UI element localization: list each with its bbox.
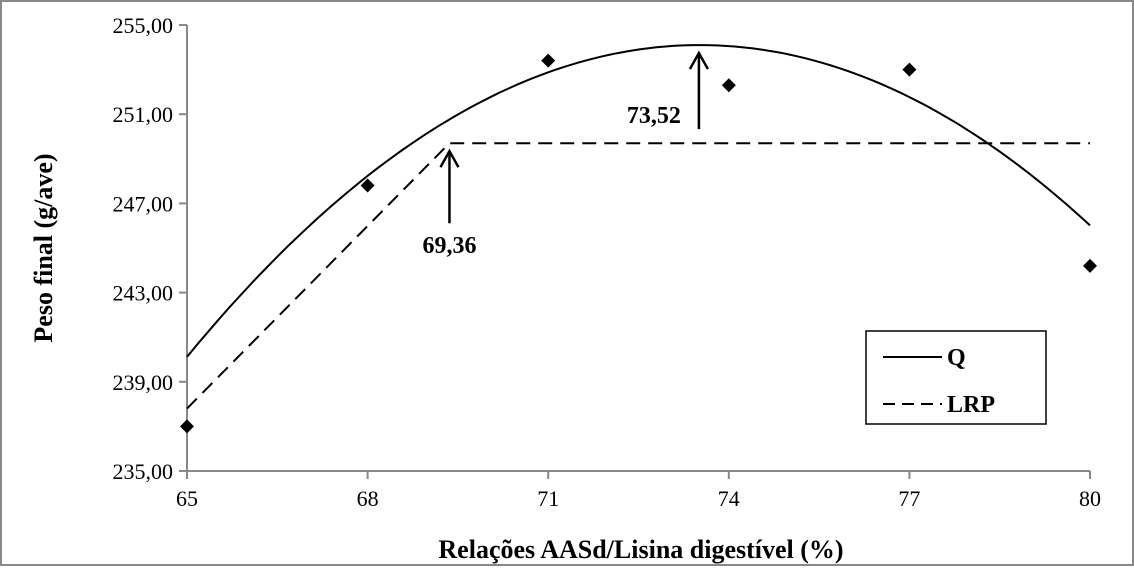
y-tick-label: 247,00 (113, 191, 174, 216)
annotation-label-69-36: 69,36 (422, 233, 476, 259)
data-point (541, 53, 556, 68)
curves (186, 44, 1091, 410)
y-tick-label: 255,00 (113, 13, 174, 38)
y-axis-title: Peso final (g/ave) (29, 153, 58, 342)
arrow-73-52-head (688, 50, 709, 70)
legend: Q LRP (865, 330, 1047, 425)
legend-box (865, 330, 1047, 425)
data-point (180, 419, 194, 434)
data-points (180, 53, 1097, 434)
y-tick-label: 251,00 (113, 102, 174, 127)
annotation-label-73-52: 73,52 (627, 103, 681, 129)
annotations: 69,36 73,52 (422, 50, 709, 259)
axes: 235,00 239,00 243,00 247,00 251,00 255,00 65 68… (113, 13, 1102, 511)
q-curve (186, 44, 1091, 358)
y-tick-label: 243,00 (113, 281, 174, 306)
x-axis-title: Relações AASd/Lisina digestível (%) (438, 535, 843, 564)
x-tick-label: 65 (176, 486, 198, 511)
legend-lrp-label: LRP (947, 392, 995, 418)
arrow-69-36-head (439, 148, 460, 168)
data-point (360, 178, 375, 193)
data-point (902, 62, 917, 77)
lrp-line (186, 142, 1090, 410)
data-point (1083, 258, 1097, 273)
x-tick-label: 74 (718, 486, 740, 511)
x-tick-label: 80 (1079, 486, 1101, 511)
x-tick-label: 71 (537, 486, 559, 511)
y-tick-label: 239,00 (113, 370, 174, 395)
x-tick-label: 77 (898, 486, 920, 511)
y-tick-label: 235,00 (113, 459, 174, 484)
legend-q-label: Q (947, 345, 966, 371)
x-tick-label: 68 (357, 486, 379, 511)
data-point (721, 78, 736, 93)
